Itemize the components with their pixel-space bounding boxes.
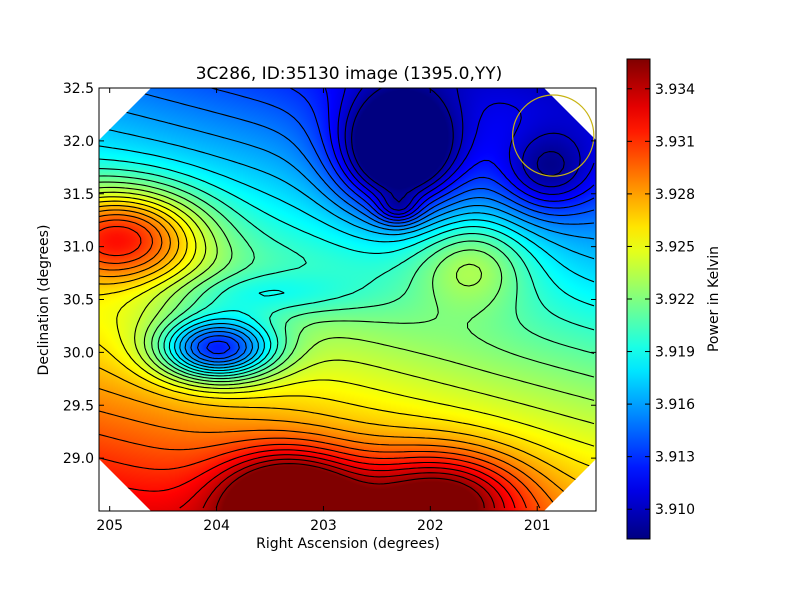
x-tick-label: 204 — [203, 518, 230, 534]
y-axis-title: Declination (degrees) — [36, 225, 52, 376]
colorbar-title: Power in Kelvin — [706, 246, 722, 352]
contour-line — [324, 88, 595, 218]
contour-line — [344, 88, 595, 211]
contour-line — [99, 219, 541, 509]
contour-line — [99, 191, 595, 425]
y-tick-label: 30.0 — [63, 345, 94, 361]
contour-line — [99, 181, 595, 383]
contour-line — [351, 88, 565, 203]
y-tick-label: 29.0 — [63, 451, 94, 467]
colorbar-tick-label: 3.931 — [655, 134, 695, 150]
x-tick-label: 203 — [310, 518, 337, 534]
chart-title: 3C286, ID:35130 image (1395.0,YY) — [196, 64, 503, 84]
y-tick-label: 32.0 — [63, 134, 94, 150]
colorbar-tick-label: 3.922 — [655, 292, 695, 308]
contour-line — [99, 145, 595, 372]
y-tick-label: 29.5 — [63, 398, 94, 414]
beam-circle — [512, 94, 595, 177]
x-tick-label: 202 — [417, 518, 444, 534]
y-tick-label: 30.5 — [63, 293, 94, 309]
colorbar-tick-label: 3.919 — [655, 345, 695, 361]
contour-line — [99, 196, 595, 447]
x-tick-label: 205 — [96, 518, 123, 534]
contour-line — [206, 88, 595, 355]
contour-line — [99, 158, 595, 374]
contour-line — [99, 186, 595, 401]
axes: 205 204 203 202 201 29.0 29.5 30.0 30.5 31.0 31.5 3… — [63, 81, 597, 534]
colorbar-tick-label: 3.925 — [655, 239, 695, 255]
x-tick-label: 201 — [524, 518, 551, 534]
colorbar-tick-label: 3.916 — [655, 397, 695, 413]
contour-line — [99, 175, 595, 380]
contour-line — [99, 200, 595, 469]
colorbar: 3.910 3.913 3.916 3.919 3.922 3.925 3.928 3.931… — [626, 58, 695, 540]
colorbar-tick-label: 3.928 — [655, 187, 695, 203]
contour-line — [215, 463, 485, 509]
plot-area — [99, 88, 596, 511]
contour-line — [202, 458, 496, 509]
contour-line — [99, 168, 595, 377]
contour-line — [99, 454, 506, 509]
contour-line — [337, 88, 595, 215]
colorbar-tick-label: 3.934 — [655, 82, 695, 98]
y-tick-label: 31.5 — [63, 187, 94, 203]
y-tick-label: 32.5 — [63, 81, 94, 97]
colorbar-tick-label: 3.913 — [655, 450, 695, 466]
contour-line — [99, 204, 595, 490]
contour-line — [99, 209, 586, 509]
colorbar-tick-label: 3.910 — [655, 502, 695, 518]
x-axis-title: Right Ascension (degrees) — [256, 536, 440, 552]
y-tick-label: 31.0 — [63, 240, 94, 256]
contour-line — [99, 214, 558, 509]
